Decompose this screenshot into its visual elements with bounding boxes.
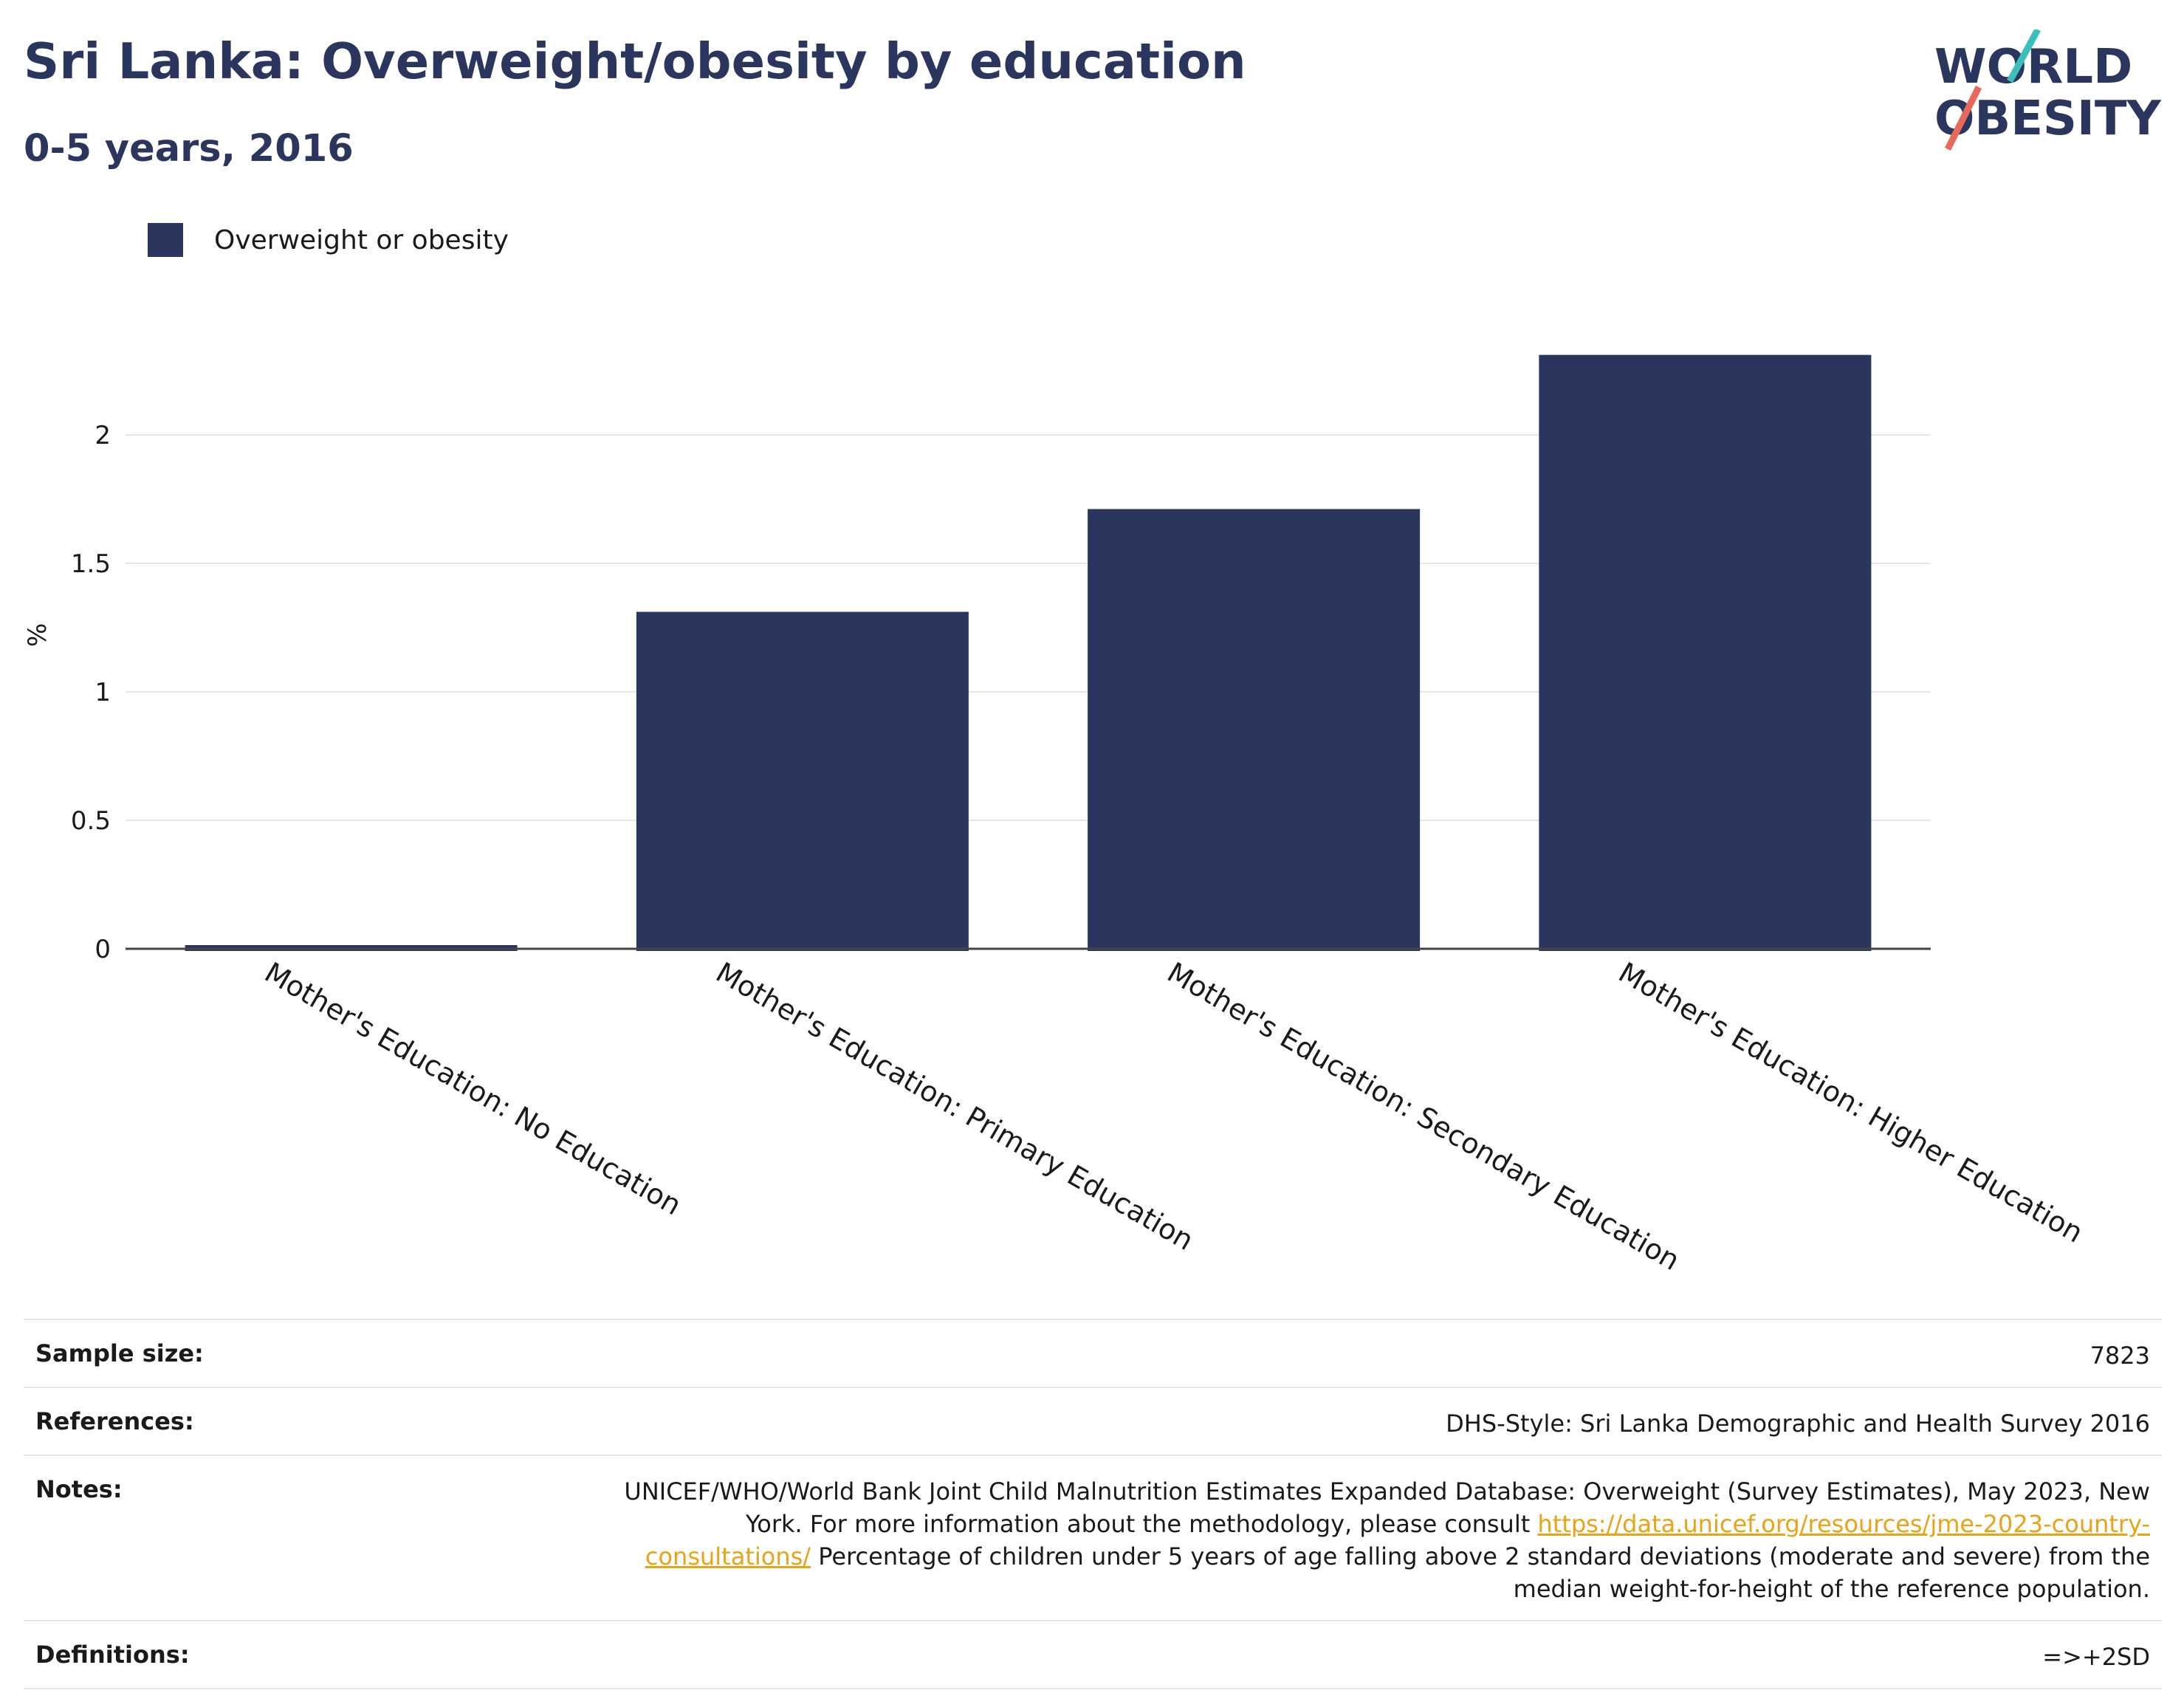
metadata-table: Sample size: 7823 References: DHS-Style:… [24,1319,2162,1689]
chart-title: Sri Lanka: Overweight/obesity by educati… [24,32,1246,90]
y-tick-label: 0 [95,935,111,964]
bar [1539,354,1872,951]
notes-link[interactable]: https://data.unicef.org/resources/jme-20… [645,1510,2150,1570]
references-label: References: [35,1407,194,1435]
definitions-label: Definitions: [35,1641,190,1669]
logo-slash-red [1944,85,1982,151]
bar [636,611,969,951]
notes-label: Notes: [35,1475,123,1503]
logo-text-obesity: OBESITY [1934,92,2161,146]
y-tick-label: 2 [95,421,111,450]
bar-chart: 0 0.5 1 1.5 2% Mother's Education: No Educati… [23,354,2089,1277]
meta-row-definitions: Definitions: =>+2SD [24,1620,2162,1689]
y-tick-label: 1.5 [71,549,111,579]
notes-text-part2: Percentage of children under 5 years of … [811,1542,2150,1603]
bar [1088,509,1421,951]
notes-text-part1: UNICEF/WHO/World Bank Joint Child Malnut… [624,1477,2150,1538]
notes-value: UNICEF/WHO/World Bank Joint Child Malnut… [600,1475,2150,1605]
references-value: DHS-Style: Sri Lanka Demographic and Hea… [1446,1410,2150,1438]
definitions-value: =>+2SD [2042,1643,2150,1671]
chart-subtitle: 0-5 years, 2016 [24,127,354,171]
y-tick-label: 0.5 [71,806,111,836]
x-tick-label: Mother's Education: No Education [259,956,687,1222]
legend-label: Overweight or obesity [214,224,509,255]
meta-row-notes: Notes: UNICEF/WHO/World Bank Joint Child… [24,1455,2162,1620]
x-tick-label: Mother's Education: Primary Education [710,956,1199,1257]
world-obesity-logo: WORLD OBESITY [1934,30,2161,151]
logo-slash-teal [2007,30,2041,83]
sample-size-value: 7823 [2089,1342,2150,1370]
meta-row-sample-size: Sample size: 7823 [24,1319,2162,1387]
x-tick-label: Mother's Education: Higher Education [1613,956,2089,1249]
legend-swatch [148,223,183,257]
y-tick-label: 1 [95,678,111,707]
sample-size-label: Sample size: [35,1339,204,1367]
meta-row-references: References: DHS-Style: Sri Lanka Demogra… [24,1387,2162,1455]
x-tick-label: Mother's Education: Secondary Education [1162,956,1686,1277]
y-axis-label: % [23,623,52,647]
logo-text-world: WORLD [1934,40,2132,95]
legend: Overweight or obesity [148,222,509,258]
